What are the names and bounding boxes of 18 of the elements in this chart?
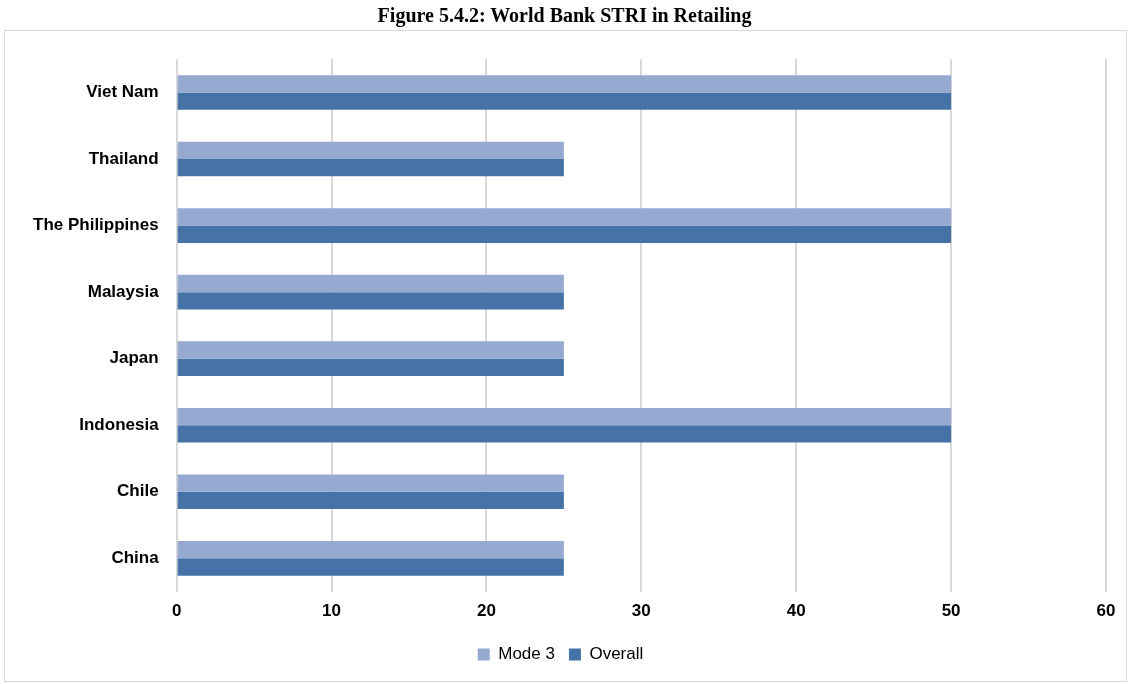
y-tick-label: Indonesia	[79, 414, 160, 434]
x-tick-label: 50	[941, 601, 961, 621]
y-tick-label: Japan	[109, 348, 159, 368]
y-tick-label: China	[111, 548, 160, 568]
x-tick-label: 60	[1096, 601, 1116, 621]
legend-label: Mode 3	[498, 644, 555, 664]
x-tick-label: 20	[476, 601, 496, 621]
y-tick-label: Thailand	[88, 148, 159, 168]
y-tick-label: Malaysia	[87, 281, 160, 301]
y-tick-label: Viet Nam	[86, 82, 159, 102]
y-tick-label: Chile	[117, 481, 159, 501]
x-tick-label: 10	[322, 601, 341, 621]
legend-label: Overall	[589, 644, 644, 664]
x-tick-label: 30	[631, 601, 651, 621]
x-tick-label: 0	[171, 601, 182, 621]
chart-title: Figure 5.4.2: World Bank STRI in Retailing	[376, 3, 753, 28]
y-tick-label: The Philippines	[33, 215, 159, 235]
x-tick-label: 40	[786, 601, 806, 621]
